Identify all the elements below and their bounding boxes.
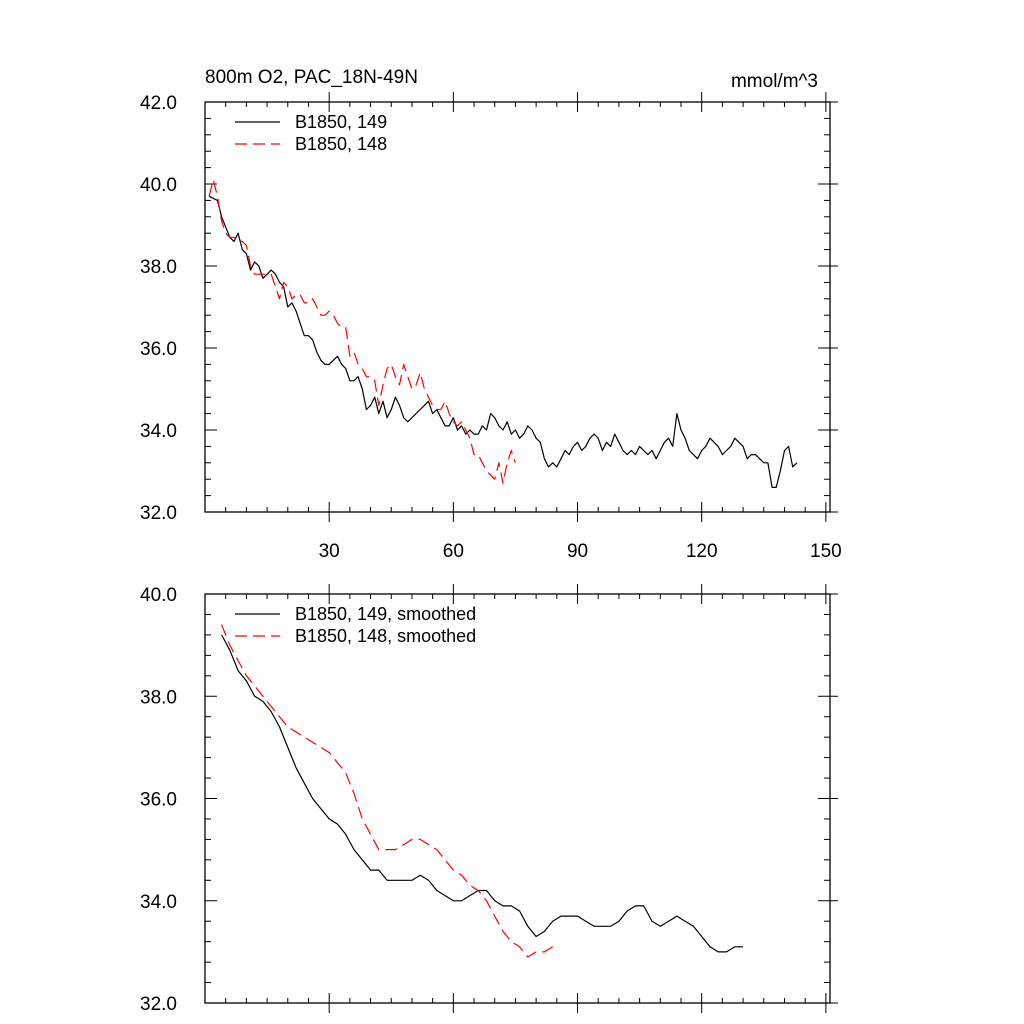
series-line-1 bbox=[221, 624, 554, 958]
series-line-1 bbox=[208, 179, 516, 484]
x-tick-label: 60 bbox=[443, 541, 464, 562]
y-tick-label: 36.0 bbox=[140, 790, 177, 811]
x-tick-label: 150 bbox=[810, 541, 842, 562]
x-tick-label: 30 bbox=[319, 541, 340, 562]
y-tick-label: 40.0 bbox=[140, 175, 177, 196]
plot-frame bbox=[204, 593, 831, 1004]
y-tick-label: 32.0 bbox=[140, 994, 177, 1015]
y-tick-label: 38.0 bbox=[140, 257, 177, 278]
y-tick-label: 38.0 bbox=[140, 687, 177, 708]
legend-label: B1850, 148 bbox=[295, 134, 387, 154]
units-label: mmol/m^3 bbox=[731, 71, 818, 92]
x-tick-label: 120 bbox=[686, 541, 718, 562]
top-panel: 30 60 90 120 150 32.0 34.0 36.0 38.0 40.0 42.0 B185… bbox=[140, 92, 842, 562]
y-tick-label: 40.0 bbox=[140, 585, 177, 606]
series-line-0 bbox=[221, 634, 744, 953]
bottom-panel: 32.0 34.0 36.0 38.0 40.0 B1850, 149, smoothed… bbox=[140, 584, 838, 1015]
y-tick-label: 42.0 bbox=[140, 93, 177, 114]
y-tick-label: 34.0 bbox=[140, 421, 177, 442]
series-line-0 bbox=[208, 195, 798, 488]
legend-label: B1850, 149, smoothed bbox=[295, 604, 476, 624]
plot-frame bbox=[204, 101, 831, 513]
legend-label: B1850, 149 bbox=[295, 112, 387, 132]
x-tick-label: 90 bbox=[567, 541, 588, 562]
chart-title: 800m O2, PAC_18N-49N bbox=[205, 67, 418, 88]
legend-label: B1850, 148, smoothed bbox=[295, 626, 476, 646]
y-tick-label: 34.0 bbox=[140, 892, 177, 913]
y-tick-label: 36.0 bbox=[140, 339, 177, 360]
y-tick-label: 32.0 bbox=[140, 503, 177, 524]
